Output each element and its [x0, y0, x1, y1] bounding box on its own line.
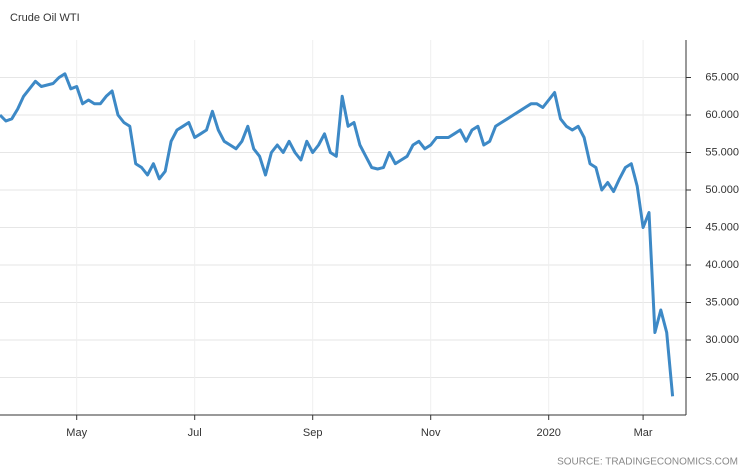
source: SOURCE: TRADINGECONOMICS.COM	[557, 457, 738, 468]
y-tick-label: 25.000	[705, 371, 739, 383]
y-tick-label: 35.000	[705, 296, 739, 308]
x-tick-label: May	[66, 427, 87, 439]
x-tick-label: Jul	[188, 427, 202, 439]
chart-title: Crude Oil WTI	[10, 12, 80, 24]
x-tick-label: 2020	[536, 427, 560, 439]
y-tick-label: 50.000	[705, 184, 739, 196]
x-tick-label: Nov	[421, 427, 441, 439]
x-tick-label: Sep	[303, 427, 323, 439]
y-tick-label: 45.000	[705, 221, 739, 233]
price-line	[0, 72, 675, 397]
y-tick-label: 30.000	[705, 334, 739, 346]
y-tick-label: 40.000	[705, 259, 739, 271]
x-tick-label: Mar	[634, 427, 653, 439]
y-tick-label: 65.000	[705, 71, 739, 83]
y-tick-label: 60.000	[705, 109, 739, 121]
y-tick-label: 55.000	[705, 146, 739, 158]
